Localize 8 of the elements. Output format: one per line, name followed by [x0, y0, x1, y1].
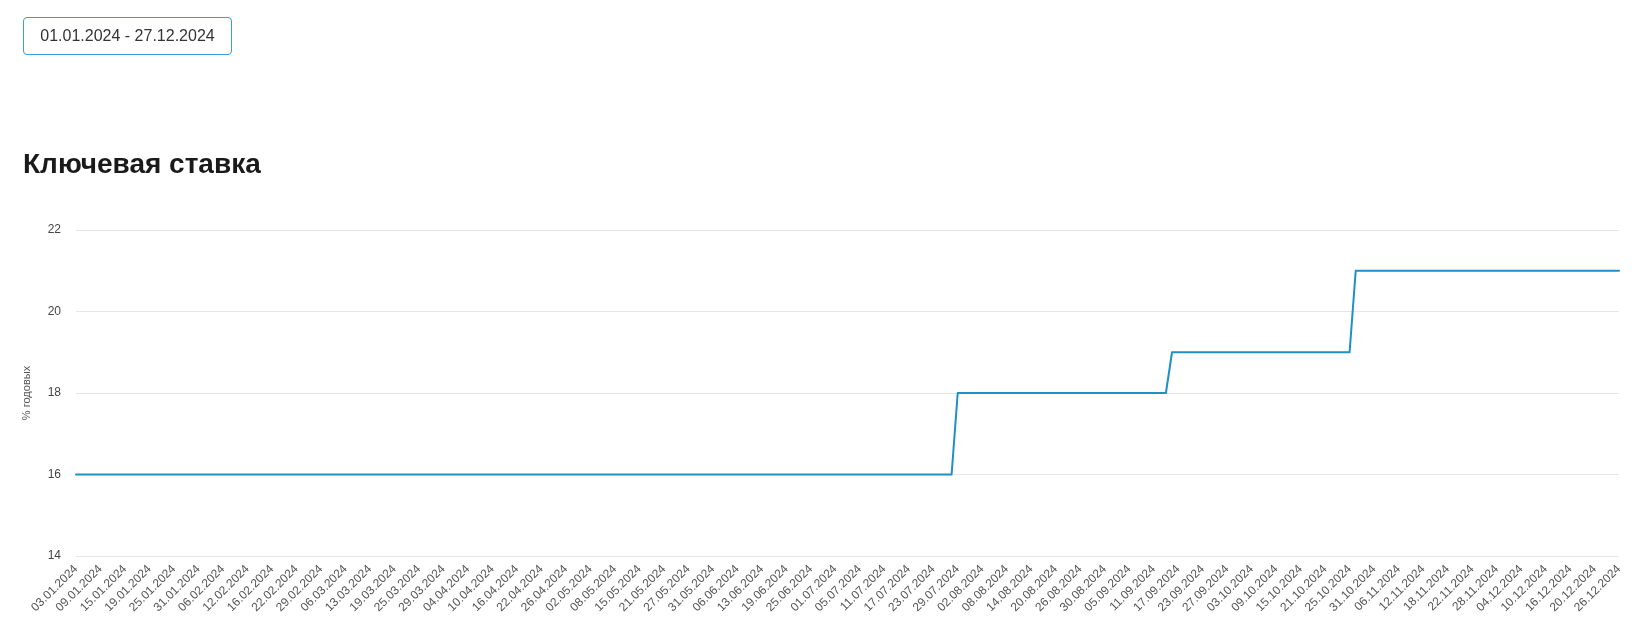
- y-tick-label: 16: [47, 466, 62, 481]
- y-tick-label: 14: [47, 548, 62, 563]
- y-axis-title: % годовых: [19, 365, 32, 421]
- y-tick-label: 22: [47, 222, 62, 237]
- y-tick-label: 18: [47, 385, 62, 400]
- date-range-field: 01.01.2024 - 27.12.2024: [23, 17, 232, 55]
- chart-title: Ключевая ставка: [23, 147, 261, 181]
- y-tick-label: 20: [47, 303, 62, 318]
